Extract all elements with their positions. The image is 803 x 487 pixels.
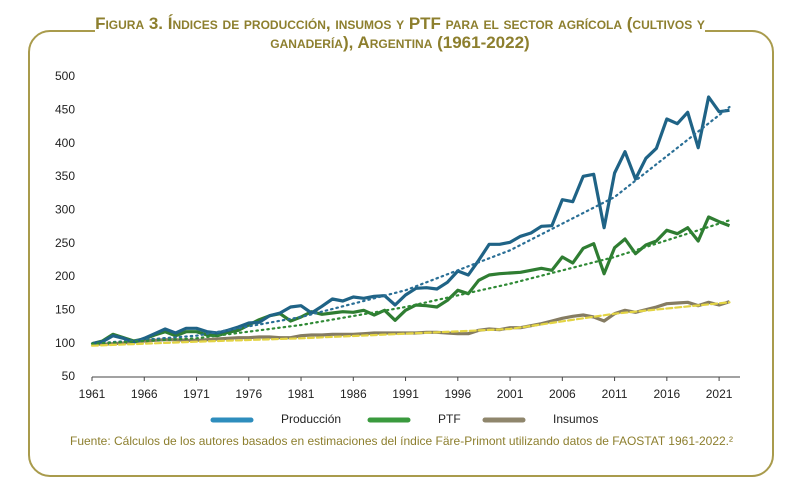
- series-line: [91, 215, 731, 346]
- legend-label: Producción: [281, 412, 341, 426]
- x-tick-label: 2011: [602, 387, 628, 401]
- x-tick-label: 2016: [653, 387, 680, 401]
- legend-label: PTF: [438, 412, 461, 426]
- trend-line: [90, 219, 731, 345]
- y-tick-label: 50: [62, 369, 76, 383]
- legend-label: Insumos: [553, 412, 598, 426]
- x-tick-label: 1976: [235, 387, 262, 401]
- y-tick-label: 200: [55, 269, 75, 283]
- x-tick-label: 1986: [340, 387, 367, 401]
- y-tick-label: 450: [55, 103, 75, 117]
- y-tick-label: 100: [55, 336, 75, 350]
- x-tick-label: 2021: [706, 387, 733, 401]
- trend-line: [90, 105, 731, 345]
- x-tick-label: 1961: [79, 387, 106, 401]
- y-tick-label: 500: [55, 69, 75, 83]
- x-tick-label: 1996: [444, 387, 471, 401]
- y-tick-label: 400: [55, 136, 75, 150]
- y-tick-label: 250: [55, 236, 75, 250]
- x-tick-label: 2001: [497, 387, 524, 401]
- x-tick-label: 1971: [183, 387, 210, 401]
- x-tick-label: 2006: [549, 387, 576, 401]
- y-tick-label: 350: [55, 169, 75, 183]
- series-line: [91, 95, 730, 346]
- trend-line: [90, 301, 731, 347]
- chart-title: Figura 3. Índices de producción, insumos…: [95, 14, 705, 52]
- y-tick-label: 300: [55, 203, 75, 217]
- source-note: Fuente: Cálculos de los autores basados …: [69, 434, 734, 448]
- y-tick-label: 150: [55, 303, 75, 317]
- x-tick-label: 1991: [392, 387, 419, 401]
- x-tick-label: 1981: [288, 387, 315, 401]
- x-tick-label: 1966: [131, 387, 158, 401]
